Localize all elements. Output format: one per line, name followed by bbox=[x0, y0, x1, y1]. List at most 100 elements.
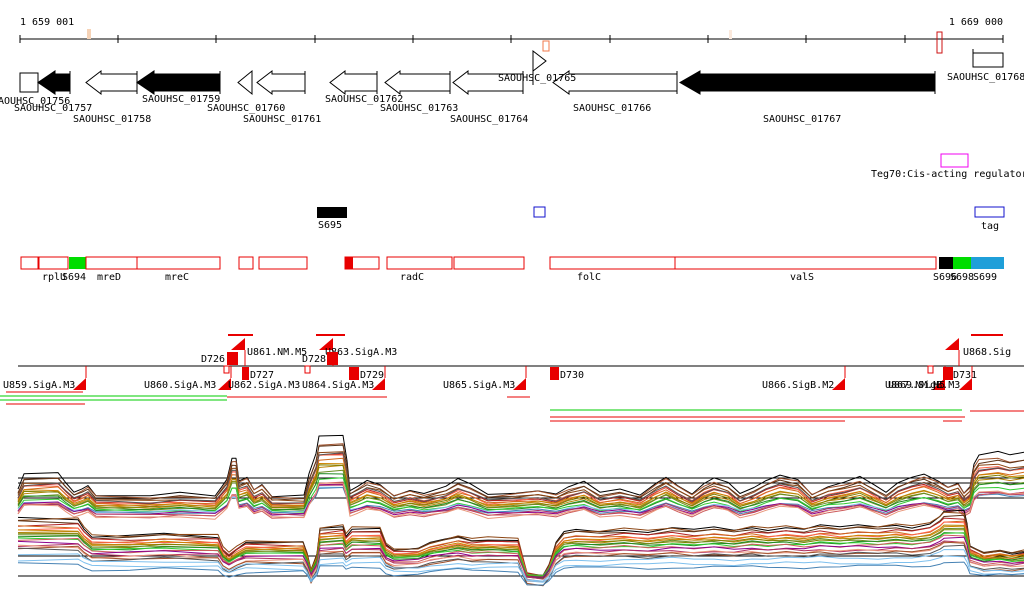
gene-SAOUHSC_01761[interactable] bbox=[256, 69, 306, 96]
operon-box[interactable] bbox=[971, 257, 1004, 269]
promoter-label-U860.SigA.M3: U860.SigA.M3 bbox=[144, 380, 216, 391]
expression-trace bbox=[17, 443, 1024, 500]
gene-SAOUHSC_01758[interactable] bbox=[85, 69, 138, 96]
gene-label-SAOUHSC_01767: SAOUHSC_01767 bbox=[763, 114, 841, 125]
operon-box-filled-part bbox=[345, 257, 353, 269]
operon-box[interactable] bbox=[453, 256, 525, 270]
gene-label-SAOUHSC_01766: SAOUHSC_01766 bbox=[573, 103, 651, 114]
operon-box[interactable] bbox=[674, 256, 937, 270]
gene-SAOUHSC_01762[interactable] bbox=[329, 69, 378, 96]
terminator-box-D730[interactable] bbox=[550, 367, 559, 380]
operon-label-S698: S698 bbox=[950, 272, 974, 283]
gene-SAOUHSC_01764[interactable] bbox=[452, 69, 524, 96]
terminator-box-D726[interactable] bbox=[227, 352, 238, 365]
teg70-box[interactable] bbox=[940, 153, 969, 168]
expression-trace bbox=[17, 549, 1024, 582]
marker-orange[interactable] bbox=[542, 40, 550, 52]
gene-label-SAOUHSC_01758: SAOUHSC_01758 bbox=[73, 114, 151, 125]
expression-trace bbox=[17, 561, 1024, 586]
gene-label-SAOUHSC_01756: SAOUHSC_01756 bbox=[0, 96, 70, 107]
annotation-track: Teg70:Cis-acting regulator S695 tag bbox=[317, 153, 1024, 232]
expression-trace bbox=[17, 482, 1024, 520]
operon-box[interactable] bbox=[136, 256, 221, 270]
gene-SAOUHSC_01766[interactable] bbox=[552, 70, 678, 95]
minor-signal-box[interactable] bbox=[304, 365, 311, 374]
gene-label-SAOUHSC_01761: SAOUHSC_01761 bbox=[243, 114, 321, 125]
promoter-flag-U859.SigA.M3[interactable] bbox=[73, 378, 86, 390]
operon-label-folC: folC bbox=[577, 272, 601, 283]
promoter-flag-U863.SigA.M3[interactable] bbox=[319, 338, 333, 350]
gene-SAOUHSC_01757[interactable] bbox=[37, 70, 71, 95]
promoter-flag-U861.NM.M5[interactable] bbox=[231, 338, 245, 350]
terminator-label-D731: D731 bbox=[953, 370, 977, 381]
gene-label-SAOUHSC_01757: SAOUHSC_01757 bbox=[14, 103, 92, 114]
expression-trace bbox=[17, 540, 1024, 580]
terminator-label-D730: D730 bbox=[560, 370, 584, 381]
operon-box[interactable] bbox=[386, 256, 453, 270]
upper-band bbox=[17, 434, 1024, 520]
ruler-end-coordinate: 1 669 000 bbox=[949, 17, 1003, 28]
gene-SAOUHSC_01759[interactable] bbox=[136, 70, 221, 95]
promoter-flag-U867.NM.M5[interactable] bbox=[932, 378, 945, 390]
minor-signal-box[interactable] bbox=[223, 365, 230, 374]
marker-red[interactable] bbox=[936, 31, 943, 54]
operon-label-mreC: mreC bbox=[165, 272, 189, 283]
gene-SAOUHSC_01756[interactable] bbox=[19, 72, 39, 93]
promoter-flag-U869.SigB.M3[interactable] bbox=[959, 378, 972, 390]
gene-label-SAOUHSC_01762: SAOUHSC_01762 bbox=[325, 94, 403, 105]
gene-SAOUHSC_01768[interactable] bbox=[972, 52, 1004, 68]
operon-box[interactable] bbox=[549, 256, 676, 270]
promoter-flag-U868.Sig[interactable] bbox=[945, 338, 959, 350]
operon-label-S699: S699 bbox=[973, 272, 997, 283]
gene-label-SAOUHSC_01764: SAOUHSC_01764 bbox=[450, 114, 528, 125]
promoter-flag-U860.SigA.M3[interactable] bbox=[218, 378, 231, 390]
promoter-flag-U866.SigB.M2[interactable] bbox=[832, 378, 845, 390]
promoter-label-U863.SigA.M3: U863.SigA.M3 bbox=[325, 347, 397, 358]
operon-box[interactable] bbox=[953, 257, 971, 269]
ruler-track bbox=[19, 29, 1004, 54]
highlight-tick-faint[interactable] bbox=[729, 30, 732, 39]
blue-square[interactable] bbox=[533, 206, 546, 218]
operon-box[interactable] bbox=[258, 256, 308, 270]
terminator-label-D727: D727 bbox=[250, 370, 274, 381]
operon-box[interactable] bbox=[939, 257, 953, 269]
gene-SAOUHSC_01767[interactable] bbox=[678, 70, 936, 95]
gene-SAOUHSC_01760[interactable] bbox=[237, 69, 253, 96]
expression-trace bbox=[17, 444, 1024, 501]
s695-box[interactable] bbox=[317, 207, 347, 218]
operon-box[interactable] bbox=[38, 256, 69, 270]
operon-box[interactable] bbox=[20, 256, 39, 270]
promoter-flag-U865.SigA.M3[interactable] bbox=[513, 378, 526, 390]
expression-trace bbox=[17, 532, 1024, 576]
tag-box[interactable] bbox=[974, 206, 1005, 218]
operon-label-rplU: rplU bbox=[42, 272, 66, 283]
highlight-tick-light[interactable] bbox=[87, 29, 91, 39]
terminator-label-D726: D726 bbox=[201, 354, 225, 365]
gene-SAOUHSC_01763[interactable] bbox=[384, 69, 451, 96]
promoter-label-U859.SigA.M3: U859.SigA.M3 bbox=[3, 380, 75, 391]
teg70-box-label: Teg70:Cis-acting regulator bbox=[871, 169, 1024, 180]
promoter-label-U865.SigA.M3: U865.SigA.M3 bbox=[443, 380, 515, 391]
terminator-label-D729: D729 bbox=[360, 370, 384, 381]
terminator-box-D731[interactable] bbox=[943, 367, 953, 380]
gene-label-SAOUHSC_01759: SAOUHSC_01759 bbox=[142, 94, 220, 105]
expression-trace bbox=[17, 555, 1024, 583]
operon-label-valS: valS bbox=[790, 272, 814, 283]
terminator-box-D729[interactable] bbox=[349, 367, 359, 380]
promoter-label-U867.NM.M5: U867.NM.M5 bbox=[885, 380, 945, 391]
operon-box[interactable] bbox=[69, 257, 86, 269]
minor-signal-box[interactable] bbox=[927, 365, 934, 374]
gene-SAOUHSC_01765[interactable] bbox=[532, 49, 547, 73]
operon-box[interactable] bbox=[238, 256, 254, 270]
promoter-label-U869.SigB.M3: U869.SigB.M3 bbox=[888, 380, 960, 391]
expression-trace bbox=[17, 434, 1024, 498]
promoter-flag-U864.SigA.M3[interactable] bbox=[372, 378, 385, 390]
terminator-box-D727[interactable] bbox=[242, 367, 249, 380]
terminator-label-D728: D728 bbox=[302, 354, 326, 365]
terminator-box-D728[interactable] bbox=[327, 352, 338, 365]
operon-box[interactable] bbox=[85, 256, 138, 270]
promoter-label-U864.SigA.M3: U864.SigA.M3 bbox=[302, 380, 374, 391]
